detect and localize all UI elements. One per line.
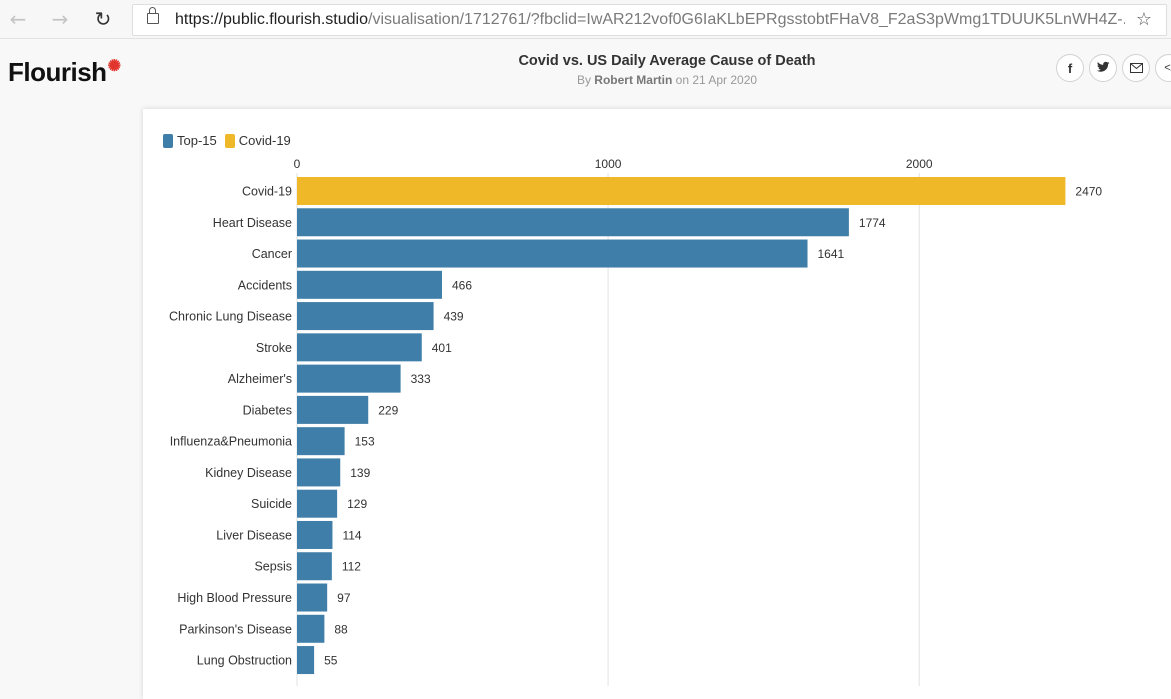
category-label: Diabetes <box>243 403 292 417</box>
url-path: /visualisation/1712761/?fbclid=IwAR212vo… <box>368 11 1125 28</box>
value-label: 88 <box>334 622 348 636</box>
embed-icon: </ <box>1164 62 1171 74</box>
category-label: Suicide <box>251 497 292 511</box>
bar-chart: 0 1000 2000 Covid-19 2470 Heart Disease 1774 Ca… <box>169 157 1102 686</box>
forward-button[interactable]: → <box>47 6 73 32</box>
value-label: 401 <box>432 341 452 355</box>
bar[interactable] <box>297 177 1066 205</box>
value-label: 55 <box>324 654 338 668</box>
category-label: Parkinson's Disease <box>179 622 292 636</box>
value-label: 229 <box>378 403 398 417</box>
category-label: Influenza&Pneumonia <box>170 435 292 449</box>
legend-item-top15[interactable]: Top-15 <box>163 133 217 148</box>
x-tick-label: 0 <box>294 157 301 171</box>
byline: By Robert Martin on 21 Apr 2020 <box>420 73 914 87</box>
category-label: Chronic Lung Disease <box>169 310 292 324</box>
logo-spark-icon: ✺ <box>107 58 121 75</box>
facebook-icon: f <box>1067 60 1073 76</box>
bar[interactable] <box>297 520 333 549</box>
category-label: Sepsis <box>254 560 292 574</box>
share-email-button[interactable] <box>1122 54 1150 82</box>
value-label: 333 <box>411 372 431 386</box>
legend-label-top15: Top-15 <box>177 133 217 148</box>
bar[interactable] <box>297 552 332 581</box>
category-label: Accidents <box>238 278 292 292</box>
x-tick-label: 1000 <box>595 157 622 171</box>
bar[interactable] <box>297 395 369 424</box>
value-label: 2470 <box>1075 185 1102 199</box>
legend-swatch-covid <box>224 133 235 148</box>
bar[interactable] <box>297 239 808 268</box>
bar[interactable] <box>297 583 328 612</box>
value-label: 153 <box>355 435 375 449</box>
category-label: High Blood Pressure <box>177 591 292 605</box>
flourish-logo[interactable]: Flourish✺ <box>8 57 121 88</box>
lock-icon <box>147 7 159 24</box>
byline-date: on 21 Apr 2020 <box>675 73 758 87</box>
legend-item-covid[interactable]: Covid-19 <box>224 133 291 148</box>
back-button[interactable]: ← <box>5 6 31 32</box>
reload-icon: ↻ <box>94 7 112 31</box>
value-label: 97 <box>337 591 351 605</box>
byline-prefix: By <box>576 73 591 87</box>
url-text[interactable]: https://public.flourish.studio/visualisa… <box>175 11 1125 29</box>
value-label: 466 <box>452 278 472 292</box>
bar[interactable] <box>297 614 325 643</box>
chart-legend: Top-15 Covid-19 <box>163 133 299 148</box>
value-label: 114 <box>342 528 361 542</box>
star-icon[interactable]: ☆ <box>1135 9 1152 30</box>
value-label: 129 <box>347 497 367 511</box>
browser-toolbar: ← → ↻ https://public.flourish.studio/vis… <box>0 0 1171 39</box>
visualisation-title: Covid vs. US Daily Average Cause of Deat… <box>518 53 816 69</box>
email-icon <box>1129 61 1143 76</box>
category-label: Kidney Disease <box>205 466 292 480</box>
url-host: https://public.flourish.studio <box>175 11 368 28</box>
category-label: Heart Disease <box>213 216 292 230</box>
logo-text: Flourish <box>8 57 107 87</box>
bar[interactable] <box>297 270 442 299</box>
x-tick-label: 2000 <box>906 157 933 171</box>
share-embed-button[interactable]: </ <box>1155 54 1171 82</box>
category-label: Lung Obstruction <box>197 654 292 668</box>
value-label: 1641 <box>818 247 845 261</box>
bar[interactable] <box>297 646 315 675</box>
address-bar[interactable]: https://public.flourish.studio/visualisa… <box>132 4 1167 36</box>
author-link[interactable]: Robert Martin <box>594 73 673 87</box>
value-label: 139 <box>350 466 370 480</box>
arrow-left-icon: ← <box>9 7 27 31</box>
bar[interactable] <box>297 364 401 393</box>
category-label: Covid-19 <box>242 185 292 199</box>
reload-button[interactable]: ↻ <box>90 6 116 32</box>
value-label: 112 <box>342 560 361 574</box>
bar[interactable] <box>297 333 422 362</box>
legend-label-covid: Covid-19 <box>238 133 291 148</box>
legend-swatch-top15 <box>163 133 173 148</box>
share-twitter-button[interactable] <box>1089 54 1117 82</box>
share-facebook-button[interactable]: f <box>1056 54 1084 82</box>
twitter-icon <box>1096 61 1110 76</box>
bar[interactable] <box>297 427 345 456</box>
arrow-right-icon: → <box>51 7 69 31</box>
bar[interactable] <box>297 458 341 487</box>
category-label: Alzheimer's <box>228 372 292 386</box>
bar[interactable] <box>297 489 338 518</box>
bar[interactable] <box>297 302 434 331</box>
category-label: Cancer <box>252 247 292 261</box>
bar[interactable] <box>297 208 849 237</box>
value-label: 439 <box>444 310 464 324</box>
value-label: 1774 <box>859 216 886 230</box>
category-label: Stroke <box>256 341 292 355</box>
category-label: Liver Disease <box>216 528 292 542</box>
